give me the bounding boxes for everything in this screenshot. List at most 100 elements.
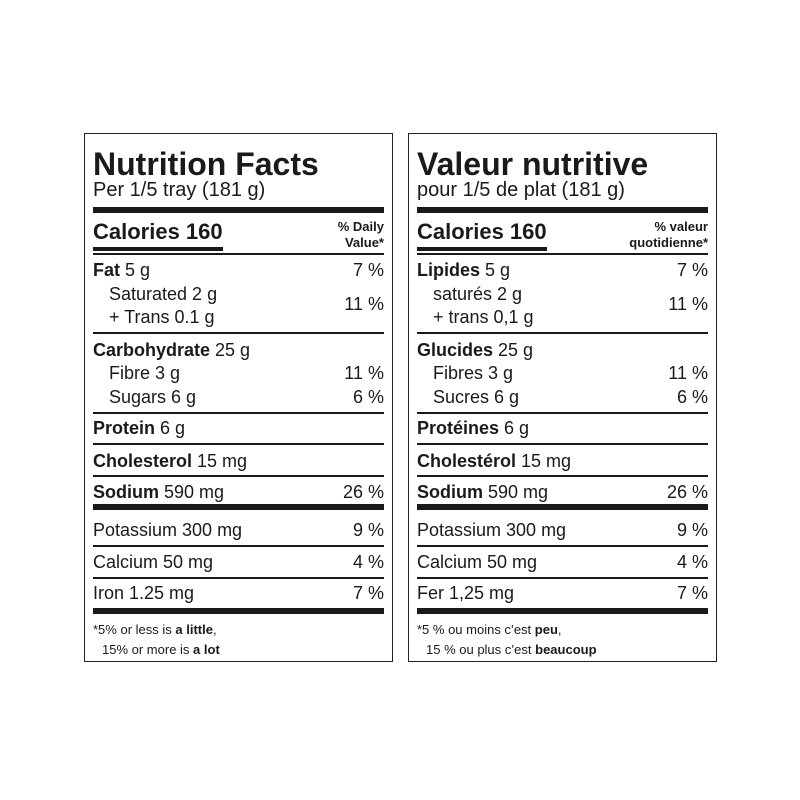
daily-value: 7 % xyxy=(352,260,384,281)
nutrient-name: Protein xyxy=(93,418,156,439)
nutrient-name: Fat xyxy=(93,260,120,281)
nutrient-text: + trans 0,1 g xyxy=(433,307,534,328)
nutrient: Saturated 2 g xyxy=(109,285,217,303)
daily-value: 11 % xyxy=(344,363,384,384)
daily-value: 26 % xyxy=(667,483,708,501)
footnote-text: , xyxy=(557,622,562,638)
dv-header: % valeur xyxy=(655,220,708,233)
nutrient-row: Protein 6 g xyxy=(93,419,185,437)
rule xyxy=(93,253,384,255)
daily-value: 7 % xyxy=(677,584,708,602)
footnote-text: a little xyxy=(175,622,213,638)
nutrient-name: Protéines xyxy=(417,418,500,439)
nutrient-text: Fer 1,25 mg xyxy=(417,583,515,604)
rule xyxy=(417,475,708,477)
dv-header: % Daily xyxy=(338,220,384,233)
daily-value: 9 % xyxy=(352,520,384,541)
nutrient-text: Saturated 2 g xyxy=(109,284,218,305)
nutrient-name: Cholestérol xyxy=(417,451,517,472)
daily-value: 4 % xyxy=(353,553,384,571)
nutrient-amount: 6 g xyxy=(160,418,186,439)
daily-value: 7 % xyxy=(676,583,708,604)
title: Valeur nutritive xyxy=(417,148,648,180)
nutrient: + trans 0,1 g xyxy=(433,308,534,326)
footnote-text: beaucoup xyxy=(535,642,597,658)
dv-header-line: quotidienne* xyxy=(629,235,708,251)
calories: Calories 160 xyxy=(417,218,547,251)
daily-value: 11 % xyxy=(668,294,708,315)
nutrient-amount: 6 g xyxy=(504,418,530,439)
rule xyxy=(93,443,384,445)
daily-value: 9 % xyxy=(353,521,384,539)
nutrient-row: Calcium 50 mg xyxy=(93,553,213,571)
rule xyxy=(93,577,384,579)
nutrient-text: Potassium 300 mg xyxy=(417,520,567,541)
title: Valeur nutritive xyxy=(417,145,649,182)
nutrient-row: Protéines 6 g xyxy=(417,419,529,437)
dv-header-line: % valeur xyxy=(654,219,708,235)
nutrient-row: Lipides 5 g xyxy=(417,261,510,279)
daily-value: 11 % xyxy=(344,364,384,382)
rule xyxy=(417,207,708,213)
daily-value: 9 % xyxy=(677,521,708,539)
footnote: 15 % ou plus c’est beaucoup xyxy=(426,643,597,656)
daily-value: 11 % xyxy=(668,364,708,382)
footnote-text: 15% or more is xyxy=(102,642,194,658)
daily-value: 9 % xyxy=(676,520,708,541)
nutrient-row: Fat 5 g xyxy=(93,261,150,279)
footnote-text: *5 % ou moins c’est xyxy=(417,622,535,638)
dv-header: Value* xyxy=(345,236,384,249)
calories: Calories 160 xyxy=(93,218,223,251)
daily-value: 6 % xyxy=(353,388,384,406)
rule xyxy=(93,412,384,414)
nutrient-row: Sucres 6 g xyxy=(433,388,519,406)
daily-value: 6 % xyxy=(352,387,384,408)
nutrient-row: Potassium 300 mg xyxy=(93,521,242,539)
nutrient: saturés 2 g xyxy=(433,285,522,303)
nutrient-row: Cholesterol 15 mg xyxy=(93,452,247,470)
daily-value: 11 % xyxy=(668,363,708,384)
nutrient-text: Sugars 6 g xyxy=(109,387,197,408)
serving: pour 1/5 de plat (181 g) xyxy=(417,180,625,200)
title: Nutrition Facts xyxy=(93,148,319,180)
nutrient-amount: 25 g xyxy=(215,340,251,361)
daily-value: 7 % xyxy=(676,260,708,281)
daily-value: 11 % xyxy=(344,294,384,315)
daily-value: 26 % xyxy=(342,482,384,503)
daily-value: 4 % xyxy=(352,552,384,573)
rule xyxy=(417,412,708,414)
daily-value: 6 % xyxy=(676,387,708,408)
nutrient-row: Cholestérol 15 mg xyxy=(417,452,571,470)
dv-header: quotidienne* xyxy=(629,236,708,249)
rule xyxy=(93,545,384,547)
nutrient-amount: 25 g xyxy=(498,340,534,361)
daily-value: 7 % xyxy=(352,583,384,604)
rule xyxy=(93,475,384,477)
rule xyxy=(93,608,384,614)
nutrient-row: Sodium 590 mg xyxy=(417,483,548,501)
nutrient-row: Glucides 25 g xyxy=(417,341,533,359)
nutrient-text: Iron 1.25 mg xyxy=(93,583,195,604)
footnote: *5 % ou moins c’est peu, xyxy=(417,623,562,636)
nutrient-row: Fibres 3 g xyxy=(433,364,513,382)
nutrient-row: Calcium 50 mg xyxy=(417,553,537,571)
nutrition-panel: Nutrition Facts Per 1/5 tray (181 g) Calor… xyxy=(84,133,393,662)
dv-header-line: % Daily xyxy=(337,219,384,235)
nutrient-row: Potassium 300 mg xyxy=(417,521,566,539)
nutrient-name: Sodium xyxy=(417,482,483,503)
nutrient: + Trans 0.1 g xyxy=(109,308,215,326)
nutrient-amount: 15 mg xyxy=(521,451,572,472)
nutrient-row: Fibre 3 g xyxy=(109,364,180,382)
rule xyxy=(417,577,708,579)
rule xyxy=(417,443,708,445)
dv-header-line: Value* xyxy=(344,235,384,251)
calories: Calories 160 xyxy=(417,218,547,251)
rule xyxy=(93,504,384,510)
nutrient-amount: 15 mg xyxy=(197,451,248,472)
footnote-text: a lot xyxy=(193,642,220,658)
daily-value: 4 % xyxy=(677,553,708,571)
rule xyxy=(417,332,708,334)
footnote-text: peu xyxy=(534,622,558,638)
daily-value: 26 % xyxy=(343,483,384,501)
nutrient-name: Cholesterol xyxy=(93,451,193,472)
